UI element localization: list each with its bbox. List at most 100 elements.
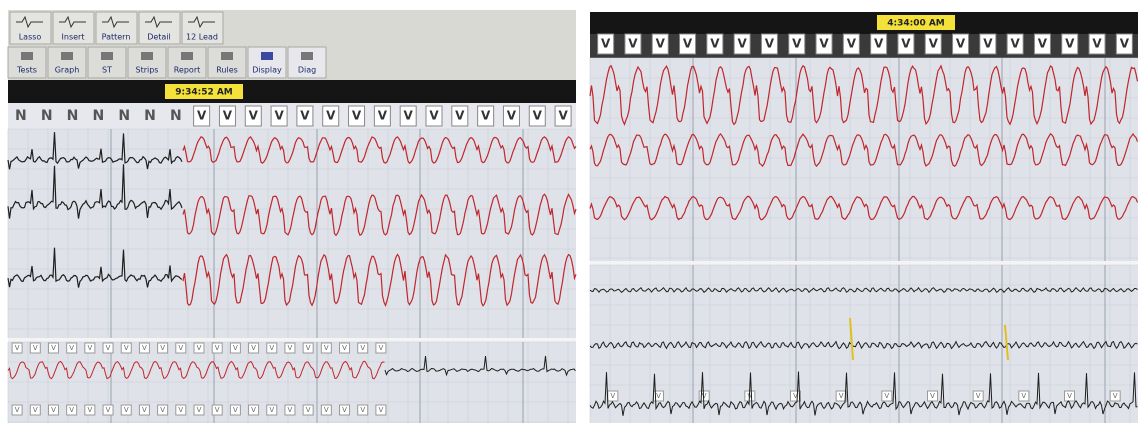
beat-box bbox=[320, 342, 332, 354]
time-bar bbox=[8, 80, 576, 103]
ecg-trace bbox=[7, 247, 183, 288]
toolbar-button[interactable] bbox=[138, 11, 181, 45]
beat-box bbox=[1064, 390, 1075, 402]
beat-label: V bbox=[178, 344, 183, 352]
beat-box bbox=[218, 105, 236, 127]
beat-label: N bbox=[118, 108, 130, 124]
divider bbox=[8, 338, 576, 342]
beat-label: V bbox=[683, 37, 693, 51]
beat-label: V bbox=[178, 406, 183, 414]
beat-label: V bbox=[160, 406, 165, 414]
beat-box bbox=[339, 342, 351, 354]
beat-box bbox=[302, 404, 314, 416]
beat-box bbox=[270, 105, 288, 127]
toolbar-button[interactable] bbox=[95, 11, 138, 45]
beat-label: V bbox=[33, 344, 38, 352]
beat-box bbox=[266, 404, 278, 416]
beat-label: V bbox=[142, 344, 147, 352]
beat-label: V bbox=[215, 406, 220, 414]
beat-box bbox=[157, 404, 169, 416]
beat-label: V bbox=[656, 37, 666, 51]
beat-label: V bbox=[251, 406, 256, 414]
beat-label: V bbox=[269, 344, 274, 352]
beat-box bbox=[138, 342, 150, 354]
beat-box bbox=[870, 33, 888, 55]
time-box bbox=[877, 15, 955, 30]
beat-box bbox=[248, 342, 260, 354]
beat-box bbox=[477, 105, 495, 127]
toolbar-icon bbox=[101, 52, 113, 60]
beat-box bbox=[357, 404, 369, 416]
beat-label: V bbox=[326, 109, 336, 123]
beat-box bbox=[47, 404, 59, 416]
beat-box bbox=[881, 390, 893, 402]
beat-box bbox=[102, 404, 114, 416]
beat-box bbox=[84, 404, 96, 416]
ecg-trace bbox=[589, 64, 1138, 127]
beat-box bbox=[66, 404, 78, 416]
beat-box bbox=[924, 33, 942, 55]
toolbar-icon bbox=[16, 15, 43, 29]
beat-label: V bbox=[324, 406, 329, 414]
beat-box bbox=[284, 404, 296, 416]
beat-label: V bbox=[306, 406, 311, 414]
toolbar-icon bbox=[181, 52, 193, 60]
beat-box bbox=[979, 33, 997, 55]
beat-box bbox=[66, 342, 78, 354]
beat-label: V bbox=[197, 406, 202, 414]
beat-box bbox=[733, 33, 751, 55]
toolbar-button[interactable] bbox=[9, 11, 52, 45]
beat-box bbox=[248, 404, 260, 416]
toolbar-button[interactable] bbox=[181, 11, 224, 45]
ecg-trace bbox=[7, 164, 183, 219]
toolbar-label: Graph bbox=[55, 66, 80, 75]
toolbar-label: Rules bbox=[216, 66, 238, 75]
beat-label: V bbox=[87, 344, 92, 352]
beat-box bbox=[1018, 390, 1030, 402]
beat-box bbox=[835, 390, 847, 402]
toolbar-button[interactable] bbox=[52, 11, 95, 45]
beat-label: V bbox=[233, 344, 238, 352]
beat-box bbox=[815, 33, 833, 55]
beat-box bbox=[399, 105, 417, 127]
ecg-trace bbox=[589, 371, 1138, 416]
beat-box bbox=[451, 105, 469, 127]
toolbar-icon bbox=[261, 52, 273, 60]
toolbar-icon bbox=[102, 15, 129, 29]
beat-box bbox=[211, 404, 223, 416]
beat-label: V bbox=[342, 344, 347, 352]
toolbar-label: Pattern bbox=[102, 33, 131, 42]
beat-box bbox=[175, 404, 187, 416]
beat-label: V bbox=[269, 406, 274, 414]
beat-label: V bbox=[288, 344, 293, 352]
beat-box bbox=[375, 404, 387, 416]
beat-box bbox=[842, 33, 860, 55]
beat-label: V bbox=[1120, 37, 1130, 51]
beat-box bbox=[373, 105, 391, 127]
beat-box bbox=[229, 342, 241, 354]
ecg-trace bbox=[384, 355, 576, 377]
ecg-trace bbox=[589, 195, 1138, 221]
beat-box bbox=[502, 105, 520, 127]
beat-label: V bbox=[69, 344, 74, 352]
beat-box bbox=[11, 342, 23, 354]
beat-label: V bbox=[223, 109, 233, 123]
beat-box bbox=[266, 342, 278, 354]
beat-label: V bbox=[1011, 37, 1021, 51]
beat-box bbox=[927, 390, 938, 402]
toolbar-icon bbox=[301, 52, 313, 60]
beat-label: V bbox=[1065, 37, 1075, 51]
beat-label: V bbox=[106, 406, 111, 414]
toolbar-icon bbox=[188, 15, 215, 29]
time-box bbox=[165, 84, 243, 99]
beat-label: V bbox=[558, 109, 568, 123]
beat-box bbox=[84, 342, 96, 354]
beat-box bbox=[952, 33, 970, 55]
beat-box bbox=[102, 342, 114, 354]
toolbar-label: Tests bbox=[16, 66, 37, 75]
beat-label: V bbox=[306, 344, 311, 352]
toolbar-icon bbox=[145, 15, 172, 29]
toolbar-label: Report bbox=[174, 66, 201, 75]
beat-box bbox=[651, 33, 669, 55]
toolbar-label: Diag bbox=[298, 66, 316, 75]
